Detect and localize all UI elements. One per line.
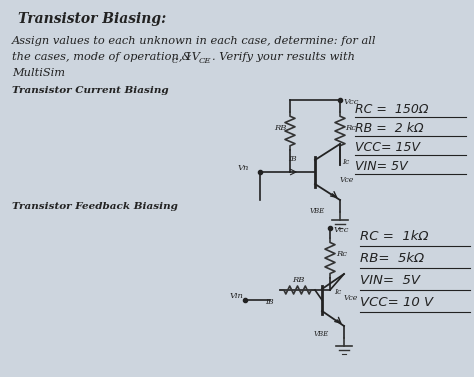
Text: Rc: Rc (336, 250, 347, 258)
Text: RC =  1kΩ: RC = 1kΩ (360, 230, 428, 243)
Text: VBE: VBE (314, 330, 329, 338)
Text: Transistor Biasing:: Transistor Biasing: (18, 12, 166, 26)
Text: RB: RB (274, 124, 286, 132)
Text: CE: CE (199, 57, 211, 65)
Text: the cases, mode of operation, I: the cases, mode of operation, I (12, 52, 191, 62)
Text: Vcc: Vcc (334, 226, 349, 234)
Text: RB=  5kΩ: RB= 5kΩ (360, 252, 424, 265)
Text: RC =  150Ω: RC = 150Ω (355, 103, 428, 116)
Text: Transistor Feedback Biasing: Transistor Feedback Biasing (12, 202, 178, 211)
Text: Ic: Ic (334, 288, 341, 296)
Text: Rc: Rc (345, 124, 356, 132)
Text: Vce: Vce (340, 176, 354, 184)
Text: C: C (172, 57, 178, 65)
Text: Transistor Current Biasing: Transistor Current Biasing (12, 86, 169, 95)
Text: IB: IB (265, 298, 273, 306)
Text: Vcc: Vcc (344, 98, 359, 106)
Text: VBE: VBE (310, 207, 325, 215)
Text: Ic: Ic (342, 158, 349, 166)
Text: &V: &V (178, 52, 200, 62)
Text: RB: RB (292, 276, 304, 284)
Text: Vin: Vin (230, 292, 244, 300)
Text: . Verify your results with: . Verify your results with (212, 52, 355, 62)
Text: VCC= 10 V: VCC= 10 V (360, 296, 433, 309)
Text: IB: IB (288, 155, 297, 163)
Text: Assign values to each unknown in each case, determine: for all: Assign values to each unknown in each ca… (12, 36, 376, 46)
Text: RB =  2 kΩ: RB = 2 kΩ (355, 122, 423, 135)
Text: VCC= 15V: VCC= 15V (355, 141, 420, 154)
Text: VIN= 5V: VIN= 5V (355, 160, 408, 173)
Text: MultiSim: MultiSim (12, 68, 65, 78)
Text: Vn: Vn (238, 164, 249, 172)
Text: Vce: Vce (344, 294, 358, 302)
Text: VIN=  5V: VIN= 5V (360, 274, 420, 287)
